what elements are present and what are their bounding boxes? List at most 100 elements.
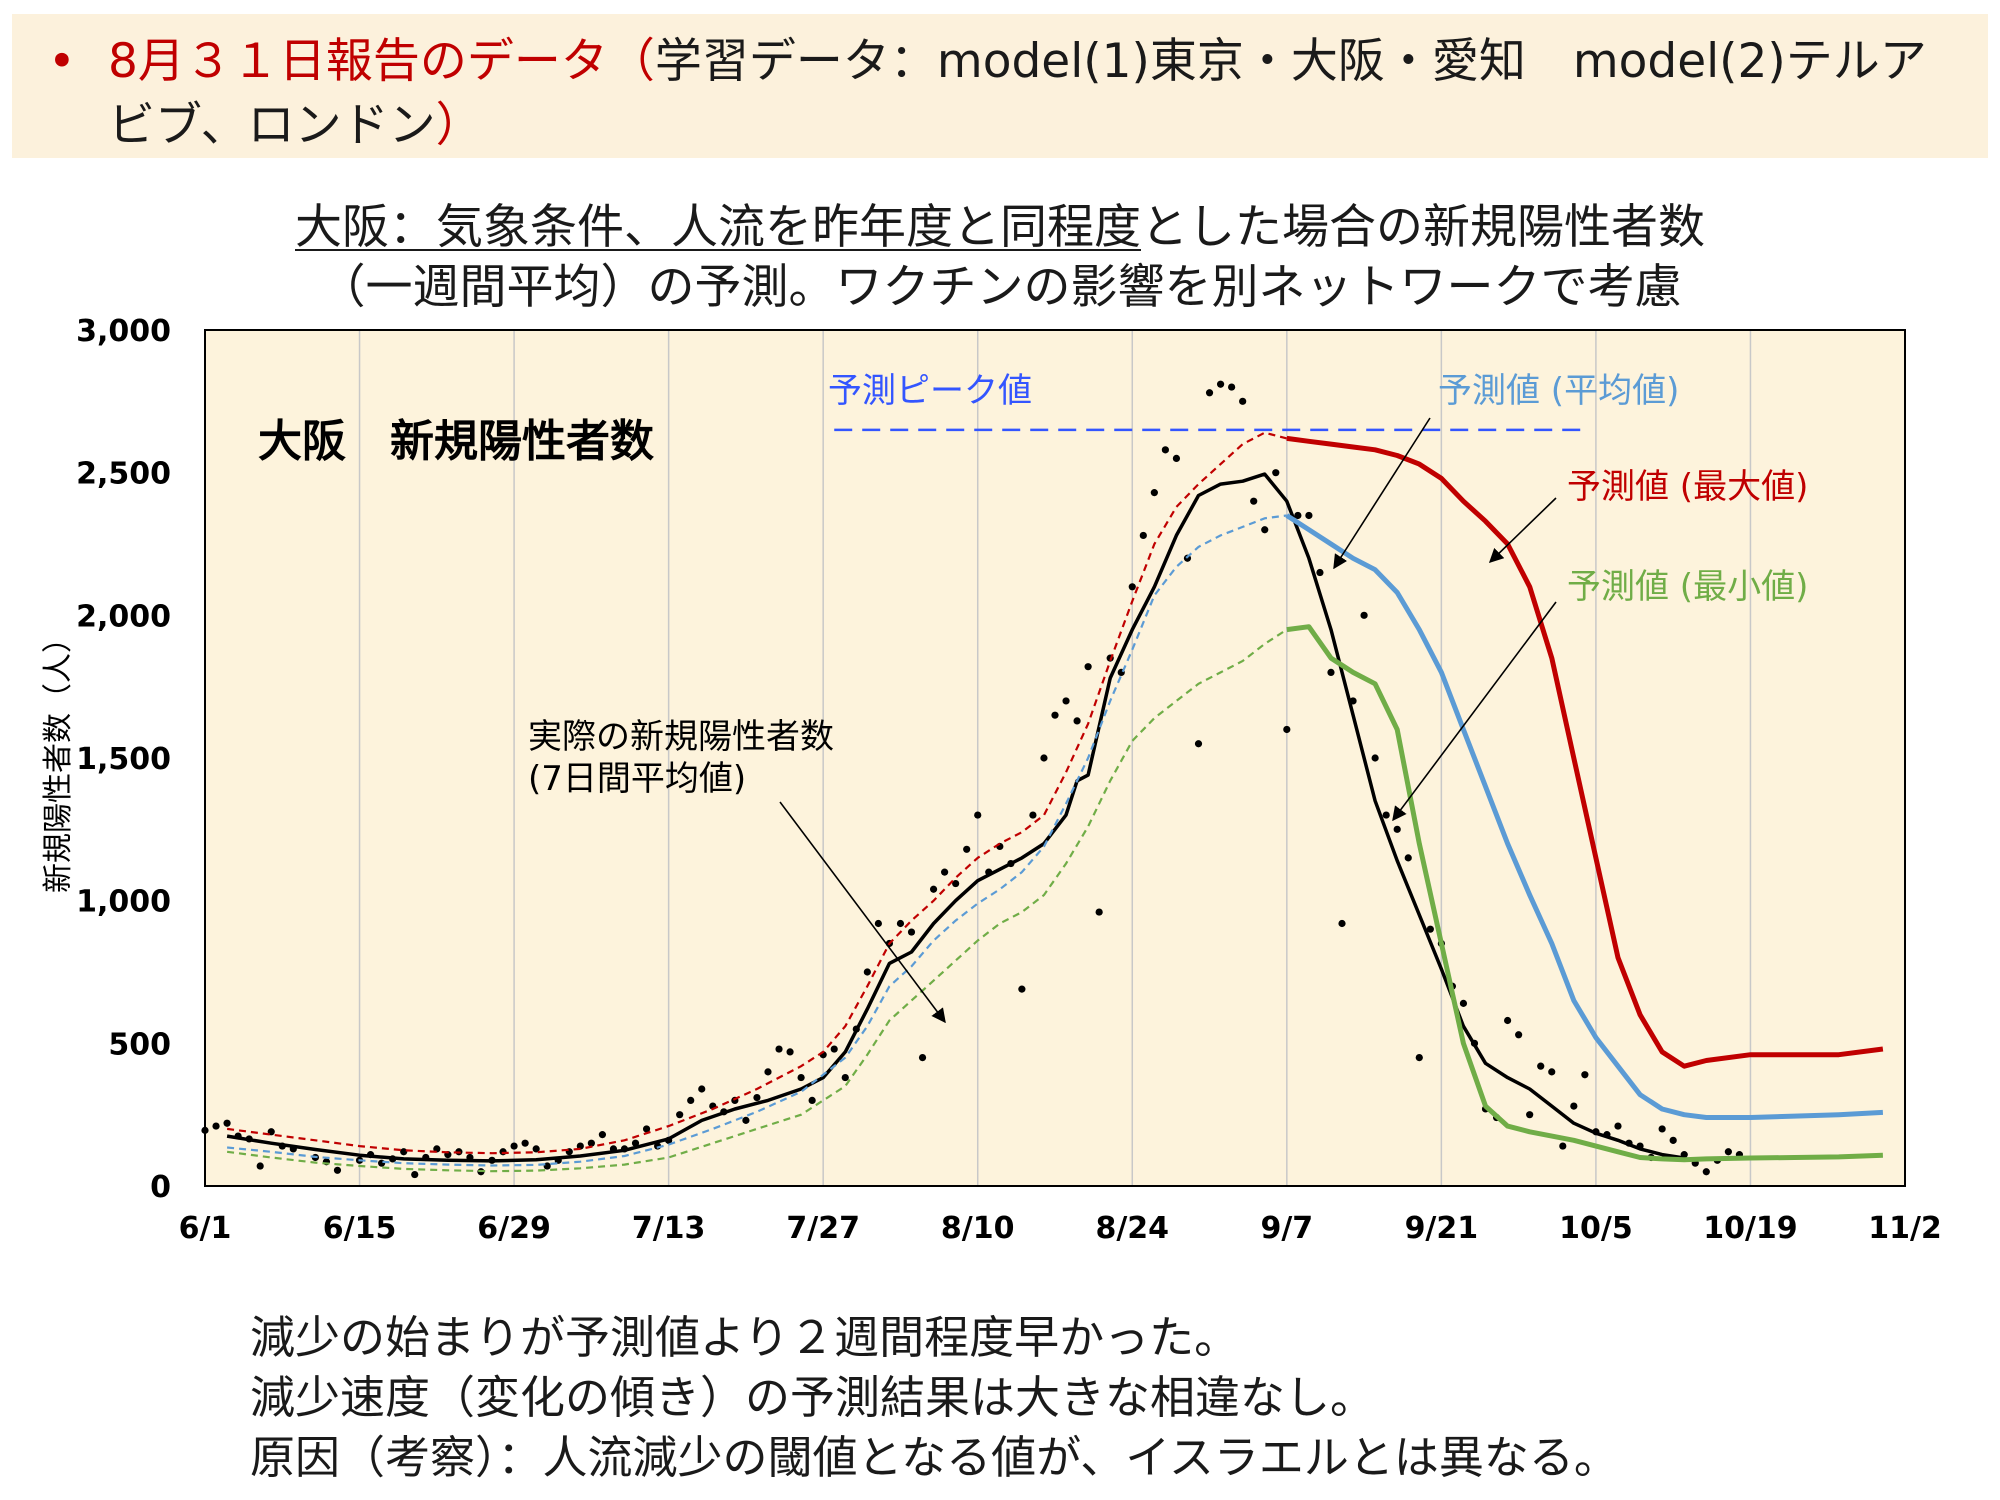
callout-arrow: [1392, 601, 1557, 822]
subtitle-line-1: 大阪：気象条件、人流を昨年度と同程度とした場合の新規陽性者数: [0, 198, 2000, 258]
x-tick-label: 7/13: [632, 1211, 706, 1246]
daily-point: [1161, 446, 1169, 454]
actual-label-line1: 実際の新規陽性者数: [528, 717, 834, 757]
daily-point: [1239, 397, 1247, 405]
callout-arrow: [779, 801, 946, 1024]
chart-title: 大阪 新規陽性者数: [258, 416, 654, 467]
daily-point: [929, 885, 938, 893]
daily-point: [1360, 611, 1368, 619]
daily-point: [1139, 531, 1147, 540]
plot-area: [205, 330, 1905, 1186]
daily-point: [1095, 908, 1103, 916]
daily-point: [874, 919, 882, 928]
daily-point: [1515, 1031, 1523, 1039]
daily-point: [1459, 999, 1468, 1007]
daily-point: [918, 1054, 927, 1062]
daily-point: [212, 1122, 220, 1130]
daily-point: [1261, 526, 1269, 534]
header-banner: • 8月３１日報告のデータ（学習データ：model(1)東京・大阪・愛知 mode…: [12, 14, 1988, 158]
daily-point: [1404, 854, 1412, 862]
daily-point: [974, 811, 982, 819]
daily-point: [631, 1139, 640, 1147]
daily-point: [963, 845, 971, 853]
subtitle-line-2: （一週間平均）の予測。ワクチンの影響を別ネットワークで考慮: [318, 260, 1682, 315]
x-tick-label: 8/10: [941, 1211, 1015, 1246]
daily-point: [400, 1148, 408, 1156]
x-tick-label: 9/7: [1260, 1211, 1313, 1246]
daily-point: [532, 1145, 540, 1153]
daily-point: [510, 1142, 518, 1150]
mean-label: 予測値 (平均値): [1438, 371, 1679, 411]
note-1: 減少の始まりが予測値より２週間程度早かった。: [250, 1311, 1240, 1364]
note-3: 原因（考察）：人流減少の閾値となる値が、イスラエルとは異なる。: [250, 1431, 1619, 1484]
daily-point: [1316, 568, 1324, 577]
daily-point: [1272, 469, 1280, 477]
y-tick-label: 0: [150, 1170, 171, 1205]
daily-point: [1051, 711, 1059, 719]
y-tick-label: 2,500: [76, 457, 171, 492]
daily-point: [1426, 925, 1434, 933]
banner-dark-text: 学習データ：model(1)東京・大阪・愛知 model(2)テルアビブ、ロンド…: [108, 34, 1927, 153]
x-tick-label: 11/2: [1868, 1211, 1942, 1246]
min-label: 予測値 (最小値): [1567, 567, 1808, 607]
daily-point: [1018, 985, 1026, 993]
x-tick-label: 6/15: [323, 1211, 397, 1246]
daily-point: [1150, 489, 1158, 497]
banner-text: • 8月３１日報告のデータ（学習データ：model(1)東京・大阪・愛知 mode…: [48, 30, 1958, 158]
note-2: 減少速度（変化の傾き）の予測結果は大きな相違なし。: [250, 1371, 1376, 1424]
daily-point: [676, 1111, 684, 1119]
subtitle-underlined: 大阪：気象条件、人流を昨年度と同程度: [295, 200, 1141, 255]
daily-point: [1658, 1125, 1666, 1133]
daily-point: [841, 1073, 849, 1082]
callout-arrow: [1333, 417, 1431, 570]
callout-arrow: [1488, 497, 1557, 564]
daily-point: [742, 1116, 750, 1124]
pred-min-line-dashed: [226, 628, 1288, 1173]
annotations: 予測ピーク値 予測値 (平均値) 予測値 (最大値) 予測値 (最小値) 実際の新規陽性…: [528, 371, 1808, 1024]
daily-point: [863, 968, 871, 976]
y-axis-title: 新規陽性者数（人）: [41, 623, 76, 893]
grid: [358, 330, 1752, 1186]
daily-point: [411, 1170, 419, 1179]
daily-point: [1040, 754, 1048, 762]
x-tick-label: 8/24: [1095, 1211, 1169, 1246]
daily-point: [907, 928, 916, 936]
daily-point: [1029, 811, 1037, 819]
x-tick-label: 10/5: [1559, 1211, 1633, 1246]
y-tick-label: 1,500: [76, 742, 171, 777]
y-axis: 0 500 1,000 1,500 2,000 2,500 3,000: [76, 314, 171, 1205]
daily-point: [1581, 1071, 1589, 1079]
daily-point: [1371, 754, 1379, 762]
daily-point: [1250, 497, 1258, 505]
actual-line: [226, 472, 1685, 1163]
daily-point: [1062, 697, 1070, 705]
daily-point: [1216, 380, 1225, 388]
daily-point: [587, 1139, 595, 1147]
pred-max-line-dashed: [226, 431, 1288, 1155]
daily-point: [1294, 511, 1302, 520]
daily-point: [1537, 1062, 1545, 1070]
chart: 0 500 1,000 1,500 2,000 2,500 3,000 6/1 6/15 6/2…: [41, 314, 1942, 1246]
daily-point: [1503, 1016, 1512, 1025]
daily-point: [1415, 1054, 1423, 1062]
daily-point: [941, 868, 949, 876]
x-tick-label: 9/21: [1405, 1211, 1479, 1246]
daily-point: [1205, 389, 1214, 397]
y-tick-label: 2,000: [76, 599, 171, 634]
y-tick-label: 500: [108, 1027, 171, 1062]
daily-point: [1393, 825, 1401, 833]
daily-point: [642, 1125, 651, 1133]
y-tick-label: 1,000: [76, 885, 171, 920]
daily-point: [543, 1162, 551, 1170]
daily-point: [1073, 717, 1081, 725]
actual-label-line2: (7日間平均値): [528, 759, 746, 799]
x-tick-label: 10/19: [1703, 1211, 1797, 1246]
daily-point: [378, 1159, 386, 1167]
daily-point: [256, 1162, 264, 1170]
daily-point: [333, 1166, 342, 1174]
y-tick-label: 3,000: [76, 314, 171, 349]
slide-subtitle: 大阪：気象条件、人流を昨年度と同程度とした場合の新規陽性者数 （一週間平均）の予…: [0, 198, 2000, 318]
daily-point: [1084, 663, 1092, 671]
plot-border: [204, 329, 1906, 1187]
peak-label: 予測ピーク値: [828, 371, 1032, 411]
